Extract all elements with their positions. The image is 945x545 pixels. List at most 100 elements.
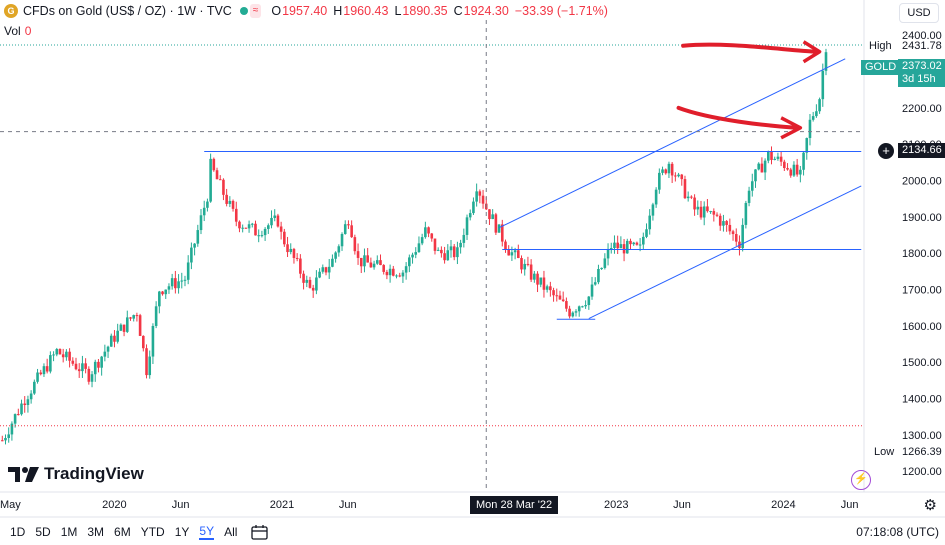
timeframe-5d[interactable]: 5D [35, 524, 51, 539]
candle-body [821, 70, 825, 100]
candle-body [356, 251, 360, 258]
gear-icon[interactable]: ⚙ [923, 497, 937, 514]
candle-body [824, 52, 828, 71]
timeframe-1y[interactable]: 1Y [174, 524, 190, 539]
candle-body [417, 243, 421, 253]
close-value: 1924.30 [463, 4, 509, 18]
candle-body [311, 287, 315, 291]
candle-body [68, 351, 71, 361]
candle-body [119, 324, 123, 331]
candle-body [392, 268, 395, 276]
x-tick-label: Jun [673, 499, 691, 511]
candle-body [260, 235, 264, 237]
candle-body [625, 240, 629, 254]
change-value: −33.39 (−1.71%) [514, 4, 608, 18]
candle-body [542, 277, 546, 290]
candle-body [167, 286, 171, 290]
tradingview-icon [8, 467, 39, 482]
candle-body [533, 273, 536, 280]
candle-body [805, 138, 809, 153]
candle-body [180, 280, 184, 282]
candle-body [33, 381, 36, 394]
x-tick-label: Jun [840, 499, 859, 511]
candle-body [279, 226, 283, 232]
volume-label: Vol [4, 24, 21, 38]
timeframe-1d[interactable]: 1D [10, 524, 26, 539]
candle-body [7, 434, 10, 438]
timeframe-1m[interactable]: 1M [60, 524, 78, 539]
high-price-label: High [867, 39, 894, 54]
low-label: L [394, 4, 402, 18]
x-tick-label: 2024 [771, 499, 796, 511]
candle-body [347, 224, 350, 226]
delayed-data-icon[interactable]: ≈ [249, 4, 262, 18]
currency-selector[interactable]: USD [899, 3, 939, 23]
candle-body [148, 356, 152, 376]
timeframe-3m[interactable]: 3M [87, 524, 105, 539]
candle-body [26, 399, 30, 405]
candle-body [321, 267, 325, 272]
last-price-value: 2373.02 [902, 60, 942, 72]
candle-body [276, 215, 280, 227]
candle-body [702, 206, 706, 218]
candle-body [337, 246, 341, 253]
candle-body [465, 217, 469, 235]
candle-body [760, 163, 764, 173]
candle-body [520, 258, 523, 270]
candle-body [680, 174, 684, 180]
candle-body [670, 163, 674, 176]
candle-body [731, 231, 735, 235]
candle-body [549, 286, 552, 291]
candle-body [270, 217, 273, 226]
y-tick-label: 2000.00 [902, 176, 942, 188]
candle-body [783, 161, 786, 169]
crosshair-add-button[interactable]: + [878, 143, 894, 159]
candle-body [398, 275, 402, 277]
red-arrow-lower [676, 105, 800, 130]
candle-body [424, 227, 427, 238]
lightning-icon[interactable]: ⚡ [851, 470, 871, 490]
candle-body [231, 200, 235, 209]
tradingview-logo[interactable]: TradingView [8, 464, 144, 484]
candle-body [318, 271, 321, 278]
y-tick-label: 1200.00 [902, 466, 942, 478]
calendar-range-icon[interactable] [251, 524, 269, 540]
candle-body [257, 235, 260, 237]
candle-body [606, 248, 610, 259]
utc-clock[interactable]: 07:18:08 (UTC) [856, 524, 939, 539]
candle-body [183, 279, 187, 281]
candle-body [20, 403, 23, 415]
candle-body [478, 191, 482, 196]
timeframe-6m[interactable]: 6M [114, 524, 131, 539]
symbol-title[interactable]: CFDs on Gold (US$ / OZ) · 1W · TVC [23, 4, 232, 18]
candle-body [654, 189, 658, 205]
volume-legend[interactable]: Vol 0 [4, 24, 31, 38]
candle-body [430, 233, 434, 239]
candle-body [757, 163, 760, 170]
candle-body [661, 169, 664, 173]
candle-body [215, 170, 219, 180]
candle-body [619, 244, 623, 249]
candle-body [327, 266, 331, 273]
candle-body [81, 363, 84, 372]
candle-body [706, 206, 709, 212]
timeframe-ytd[interactable]: YTD [140, 524, 165, 539]
candle-body [174, 278, 177, 289]
timeframe-5y[interactable]: 5Y [199, 523, 215, 540]
candle-body [440, 249, 443, 254]
candle-body [218, 179, 222, 181]
candle-body [58, 349, 62, 355]
y-tick-label: 1300.00 [902, 430, 942, 442]
chart-legend[interactable]: G CFDs on Gold (US$ / OZ) · 1W · TVC ≈ O… [4, 4, 614, 18]
candle-body [635, 242, 639, 245]
timeframe-all[interactable]: All [224, 524, 238, 539]
candle-body [225, 194, 228, 204]
candle-body [744, 202, 748, 225]
candle-body [574, 311, 578, 313]
candle-body [164, 289, 168, 295]
candle-body [699, 206, 703, 218]
candle-body [642, 236, 645, 245]
candle-body [427, 227, 430, 234]
candle-body [507, 249, 510, 256]
